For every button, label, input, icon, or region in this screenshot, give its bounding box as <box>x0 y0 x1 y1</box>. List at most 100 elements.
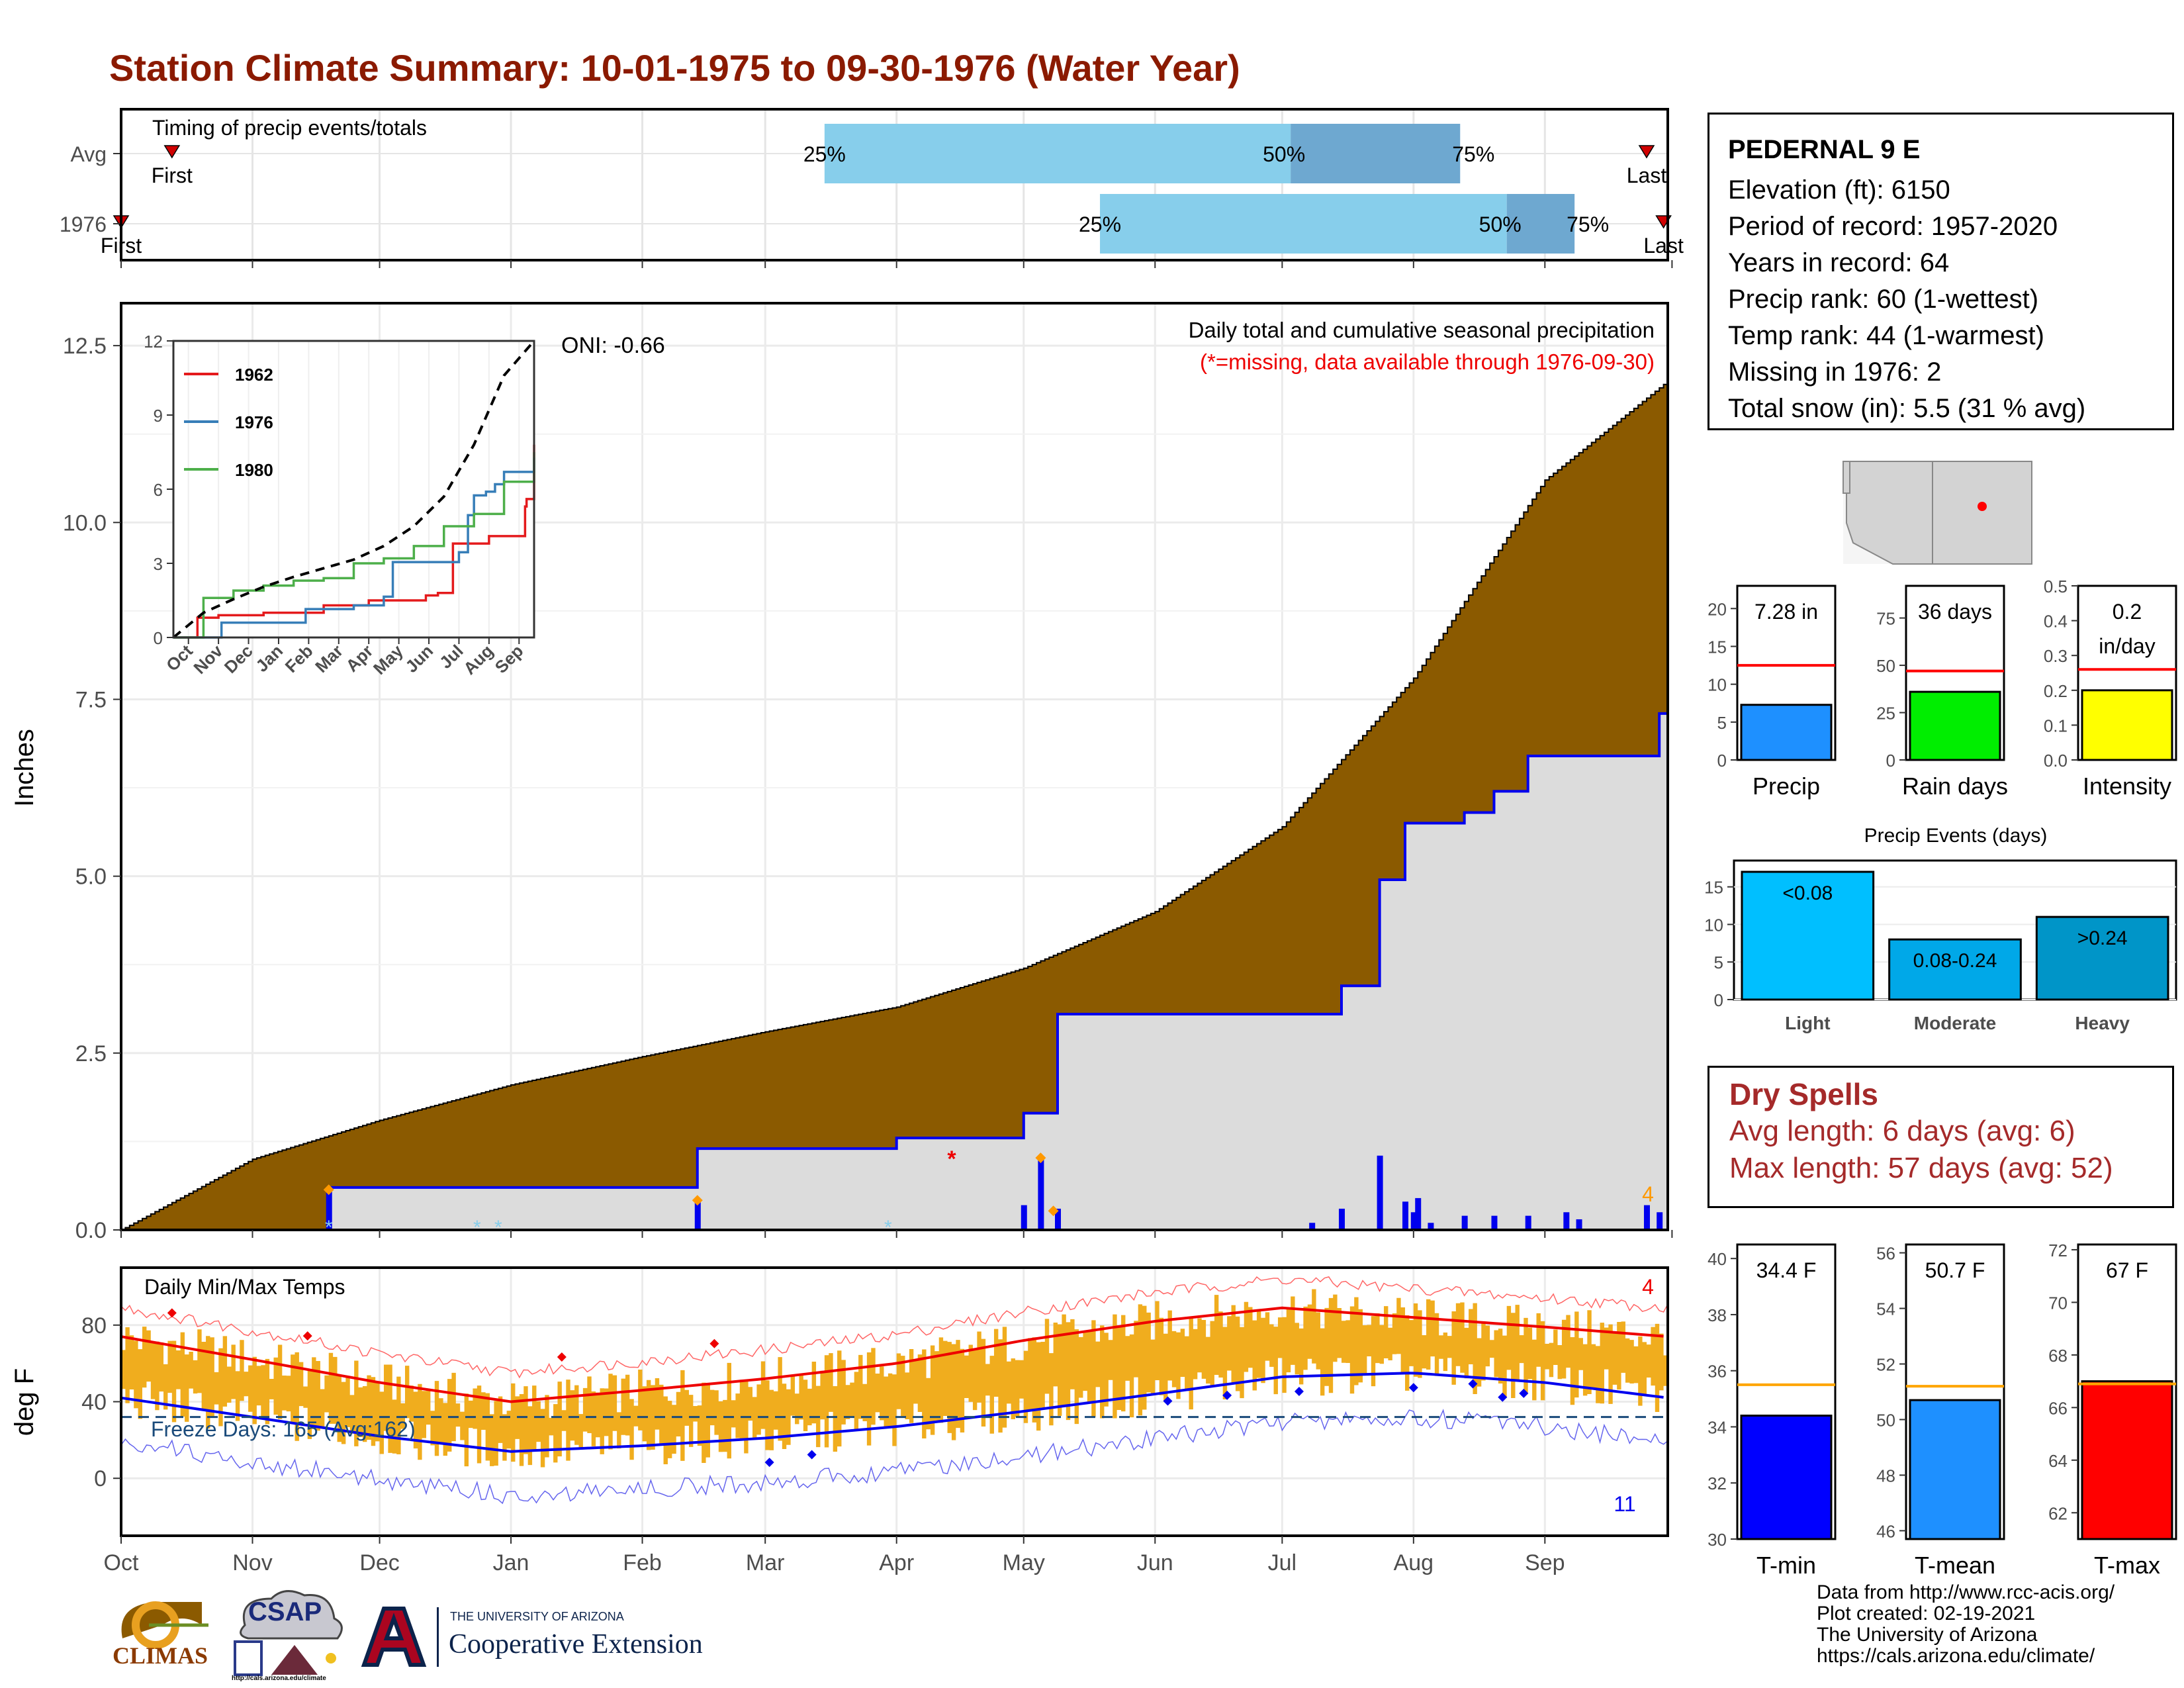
daily-precip-bar <box>1643 1205 1650 1230</box>
last-label: Last <box>1643 234 1684 258</box>
record-high-marker <box>167 1308 177 1318</box>
summary-ytick-label: 0.5 <box>2044 577 2068 596</box>
timing-label-50: 50% <box>1479 212 1522 236</box>
ua-small-text: THE UNIVERSITY OF ARIZONA <box>450 1610 624 1623</box>
daily-precip-bar <box>1410 1212 1417 1230</box>
page-title: Station Climate Summary: 10-01-1975 to 0… <box>109 47 1240 89</box>
first-marker <box>163 145 181 159</box>
summary-value-label: 0.2 <box>2113 600 2142 624</box>
daily-precip-bar <box>1525 1215 1531 1230</box>
station-line-elevation: Elevation (ft): 6150 <box>1728 175 1950 205</box>
temp-xtick-label: Apr <box>879 1550 914 1575</box>
record-high-marker <box>302 1331 312 1341</box>
daily-precip-bar <box>1377 1155 1383 1230</box>
record-low-marker <box>807 1450 817 1460</box>
daily-precip-bar <box>1402 1201 1409 1230</box>
temp-xtick-label: Sep <box>1525 1550 1565 1575</box>
summary-ytick-label: 15 <box>1707 637 1727 657</box>
summary-ytick-label: 10 <box>1707 675 1727 695</box>
record-high-marker <box>709 1338 719 1348</box>
inset-ytick-label: 6 <box>154 480 163 500</box>
university-of-arizona-logo: THE UNIVERSITY OF ARIZONA Cooperative Ex… <box>357 1602 741 1675</box>
summary-bar-label: Rain days <box>1902 773 2008 800</box>
dry-spells-max: Max length: 57 days (avg: 52) <box>1729 1152 2113 1184</box>
inset-series-line <box>173 444 535 639</box>
climas-logo-text: CLIMAS <box>113 1642 208 1669</box>
event-bar-label: <0.08 <box>1782 882 1833 904</box>
record-high-marker <box>557 1352 567 1362</box>
station-name: PEDERNAL 9 E <box>1728 135 1921 164</box>
summary-bar <box>2081 689 2173 761</box>
summary-ytick-label: 30 <box>1707 1530 1727 1550</box>
station-line-missing: Missing in 1976: 2 <box>1728 357 1942 387</box>
oni-label: ONI: -0.66 <box>561 333 665 358</box>
events-ytick-label: 10 <box>1704 915 1723 935</box>
timing-frame <box>120 108 1669 261</box>
inset-bg <box>173 341 534 637</box>
temp-title: Daily Min/Max Temps <box>144 1275 345 1299</box>
inset-legend-label: 1980 <box>235 460 273 480</box>
temp-xtick-label: Nov <box>232 1550 272 1575</box>
inset-ytick-label: 9 <box>154 406 163 426</box>
snow-asterisk-marker: * <box>473 1217 481 1239</box>
timing-bar-50-75 <box>1506 194 1575 254</box>
precip-events-panel: Precip Events (days) <0.08 Light 0.08-0.24 M… <box>1704 825 2177 1033</box>
record-low-marker <box>1498 1392 1508 1402</box>
station-line-temp-rank: Temp rank: 44 (1-warmest) <box>1728 321 2044 350</box>
first-label: First <box>152 164 193 187</box>
cum-subtitle: (*=missing, data available through 1976-… <box>1200 350 1655 374</box>
summary-ytick-label: 50 <box>1876 1410 1895 1430</box>
snow-event-marker <box>1035 1152 1046 1164</box>
timing-bar-25-50 <box>1100 194 1507 254</box>
dry-spells-avg: Avg length: 6 days (avg: 6) <box>1729 1115 2075 1147</box>
summary-ytick-label: 52 <box>1876 1355 1895 1375</box>
inset-legend-label: 1962 <box>235 365 273 385</box>
event-bar-label: 0.08-0.24 <box>1913 950 1997 972</box>
summary-bar <box>2081 1380 2173 1540</box>
summary-ytick-label: 5 <box>1717 713 1727 733</box>
missing-day-marker: * <box>947 1147 956 1172</box>
map-state-nm <box>1932 461 2032 565</box>
summary-ytick-label: 62 <box>2048 1503 2068 1523</box>
timing-label-50: 50% <box>1263 142 1305 166</box>
event-category-label: Light <box>1785 1013 1830 1033</box>
record-low-marker <box>764 1458 774 1468</box>
avg-tmax-line <box>120 1306 1664 1403</box>
daily-precip-bar <box>1338 1208 1345 1230</box>
record-low-line <box>120 1409 1668 1505</box>
observed-cumulative-line <box>121 712 1669 1231</box>
snow-asterisk-marker: * <box>325 1217 333 1239</box>
record-low-marker <box>1163 1396 1173 1406</box>
temp-xtick-label: Mar <box>746 1550 785 1575</box>
observed-cumulative-area <box>121 713 1668 1230</box>
summary-bar <box>1909 1399 2001 1540</box>
snow-event-marker <box>323 1184 334 1196</box>
station-info-box: PEDERNAL 9 E Elevation (ft): 6150 Period… <box>1707 113 2174 430</box>
summary-ytick-label: 75 <box>1876 609 1895 629</box>
event-bar <box>1741 870 1875 1001</box>
credit-line: Data from http://www.rcc-acis.org/ <box>1817 1581 2115 1603</box>
timing-label-25: 25% <box>1079 212 1121 236</box>
event-bar-label: >0.24 <box>2077 927 2128 949</box>
timing-label-75: 75% <box>1452 142 1494 166</box>
inset-cumulative-panel: 036912OctNovDecJanFebMarAprMayJunJulAugS… <box>144 332 535 679</box>
summary-bar <box>1909 690 2001 761</box>
temp-xtick-label: Jun <box>1137 1550 1173 1575</box>
daily-precip-bar <box>1038 1159 1044 1230</box>
record-low-marker <box>1408 1383 1418 1393</box>
daily-precip-bar <box>1491 1215 1498 1230</box>
station-location-dot <box>1978 502 1987 511</box>
cum-ylabel: Inches <box>10 729 39 807</box>
summary-ytick-label: 0 <box>1886 751 1895 771</box>
daily-precip-bar <box>1657 1212 1663 1230</box>
cum-ytick-label: 10.0 <box>63 510 107 536</box>
summary-ytick-label: 70 <box>2048 1293 2068 1313</box>
credits: Data from http://www.rcc-acis.org/ Plot … <box>1817 1582 2115 1667</box>
timing-bar-25-50 <box>824 124 1291 183</box>
temp-xtick-label: Jul <box>1268 1550 1297 1575</box>
summary-ytick-label: 48 <box>1876 1466 1895 1485</box>
timing-label-75: 75% <box>1567 212 1609 236</box>
temp-ylabel: deg F <box>10 1368 39 1436</box>
credit-line: Plot created: 02-19-2021 <box>1817 1603 2036 1624</box>
